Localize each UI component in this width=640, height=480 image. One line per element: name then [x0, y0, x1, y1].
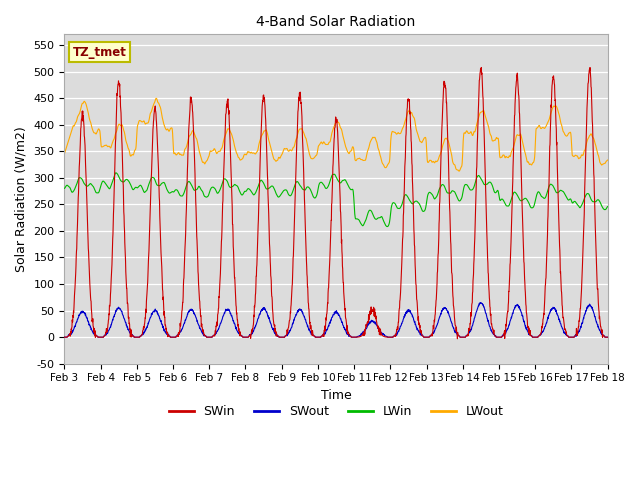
SWout	[604, 334, 611, 340]
LWin	[383, 224, 391, 229]
LWin	[352, 216, 360, 222]
SWout	[476, 300, 484, 306]
LWout	[572, 153, 579, 158]
LWin	[61, 185, 68, 191]
LWin	[556, 188, 564, 193]
SWin	[572, 333, 579, 339]
LWin	[572, 199, 579, 204]
SWin	[364, 320, 371, 326]
SWout	[351, 334, 359, 340]
Line: SWout: SWout	[65, 303, 607, 337]
SWout	[571, 333, 579, 339]
LWout	[455, 168, 463, 174]
LWin	[112, 170, 120, 176]
LWout	[61, 151, 68, 157]
Line: LWout: LWout	[65, 98, 607, 171]
SWout	[212, 330, 220, 336]
SWin	[454, 336, 461, 342]
SWin	[556, 256, 564, 262]
Text: TZ_tmet: TZ_tmet	[72, 46, 127, 59]
SWout	[494, 334, 502, 340]
LWout	[212, 150, 220, 156]
LWout	[364, 148, 371, 154]
SWin	[604, 334, 611, 340]
LWin	[364, 211, 371, 217]
SWin	[212, 325, 220, 331]
Title: 4-Band Solar Radiation: 4-Band Solar Radiation	[257, 15, 415, 29]
SWout	[61, 334, 68, 340]
LWin	[494, 188, 502, 194]
LWout	[152, 96, 160, 101]
LWout	[556, 117, 564, 122]
LWout	[352, 158, 360, 164]
LWin	[604, 204, 611, 209]
SWin	[61, 334, 68, 340]
Y-axis label: Solar Radiation (W/m2): Solar Radiation (W/m2)	[15, 126, 28, 272]
SWin	[494, 334, 502, 340]
SWout	[556, 318, 564, 324]
LWout	[604, 157, 611, 163]
LWout	[494, 135, 502, 141]
Line: LWin: LWin	[65, 173, 607, 227]
Line: SWin: SWin	[65, 68, 607, 339]
SWin	[351, 334, 359, 340]
SWin	[477, 65, 485, 71]
Legend: SWin, SWout, LWin, LWout: SWin, SWout, LWin, LWout	[163, 400, 509, 423]
X-axis label: Time: Time	[321, 389, 351, 402]
LWin	[212, 188, 220, 194]
SWout	[364, 324, 371, 329]
